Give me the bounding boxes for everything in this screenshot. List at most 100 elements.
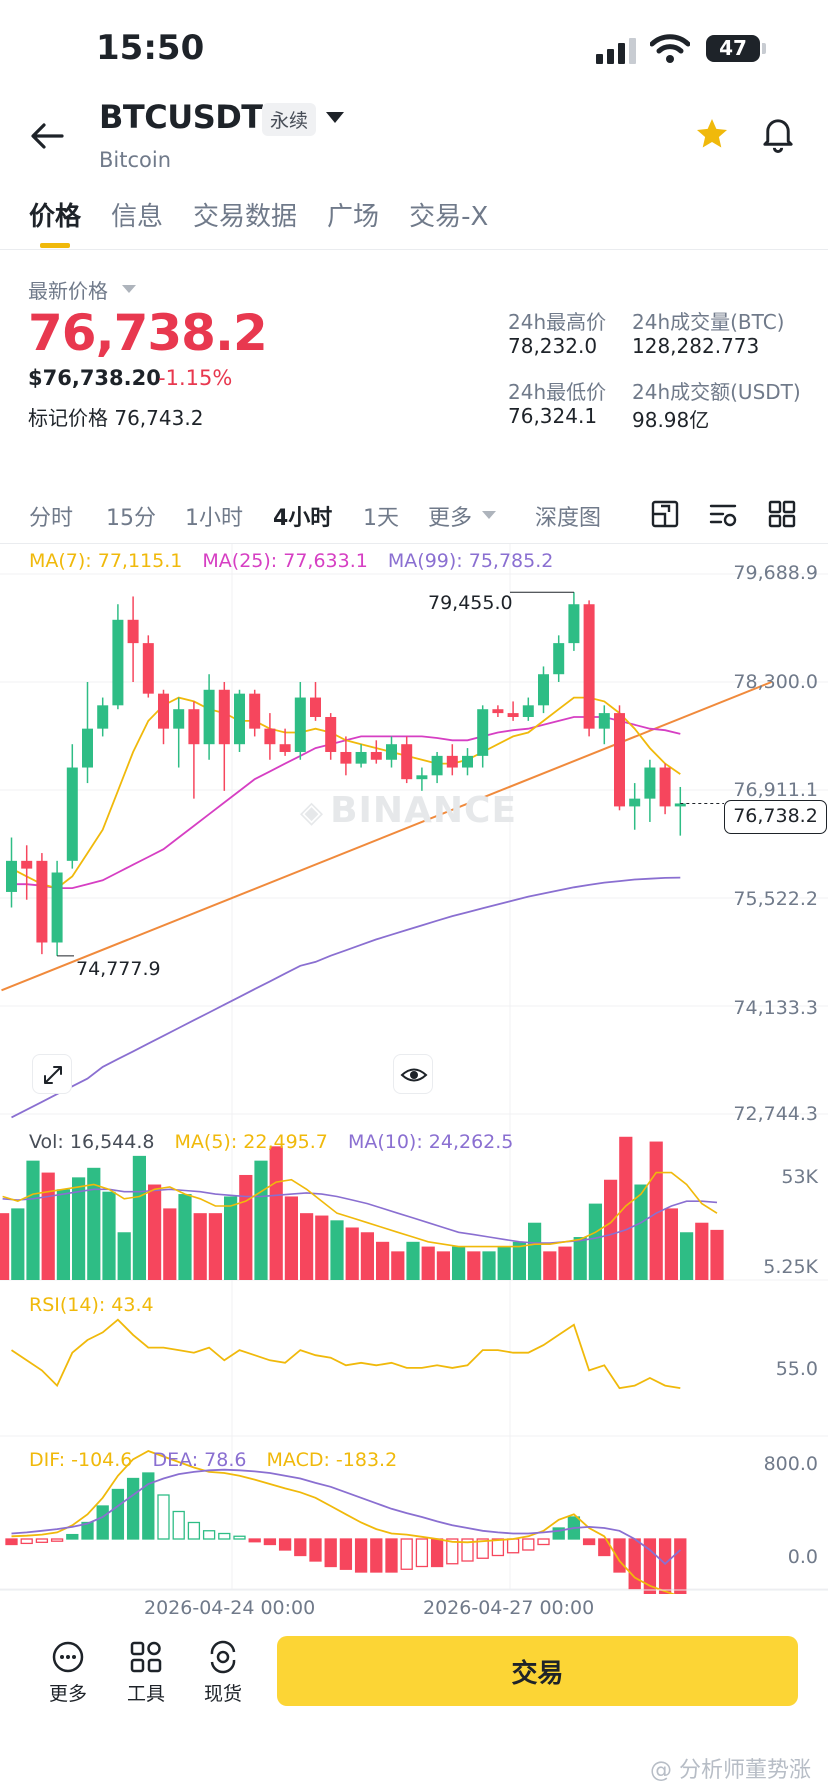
tab-square[interactable]: 广场: [327, 202, 380, 232]
candle-body: [462, 755, 473, 768]
stat-vol-usdt: 98.98亿: [632, 408, 710, 432]
more-button[interactable]: 更多: [44, 1640, 92, 1706]
volume-bar: [330, 1220, 344, 1280]
more-caret-icon[interactable]: [482, 511, 496, 519]
expand-arrows-icon: [44, 1066, 62, 1084]
bell-icon[interactable]: [760, 115, 796, 153]
interval-time-share[interactable]: 分时: [29, 506, 74, 531]
volume-bar: [391, 1251, 405, 1280]
volume-bar: [239, 1174, 253, 1280]
current-price-tag-value: 76,738.2: [733, 805, 818, 827]
macd-histogram-bar: [218, 1532, 231, 1540]
volume-bar: [269, 1146, 283, 1280]
tab-price[interactable]: 价格: [29, 202, 82, 232]
volume-bar: [558, 1246, 572, 1280]
current-price-tag[interactable]: 76,738.2: [724, 800, 827, 834]
layout-grid-icon[interactable]: [766, 498, 798, 530]
back-arrow-icon[interactable]: [28, 116, 68, 156]
bottom-action-bar: 更多 工具 现货: [0, 1618, 828, 1718]
stat-high-label: 24h最高价: [508, 310, 607, 334]
candle-body: [21, 860, 33, 869]
tab-trade-x[interactable]: 交易-X: [409, 202, 489, 232]
candle-body: [674, 803, 686, 807]
tools-label: 工具: [126, 1683, 165, 1705]
candle-body: [416, 775, 428, 780]
candle-body: [340, 751, 352, 764]
volume-bar: [56, 1189, 70, 1280]
wifi-icon: [650, 34, 690, 63]
candle-body: [644, 767, 656, 799]
macd-histogram-bar: [415, 1538, 429, 1568]
macd-histogram-bar: [233, 1535, 246, 1540]
macd-histogram-bar: [5, 1538, 18, 1546]
interval-divider: [0, 543, 828, 544]
more-dots-icon: [52, 1641, 84, 1673]
macd-histogram-bar: [446, 1538, 459, 1565]
vol-ma10-line: [2, 1188, 718, 1244]
macd-tick: 800.0: [763, 1453, 818, 1475]
interval-1h[interactable]: 1小时: [185, 506, 243, 531]
volume-bar: [664, 1208, 678, 1280]
volume-bar: [300, 1213, 314, 1280]
last-price-caret-icon[interactable]: [122, 285, 136, 293]
low-annotation: 74,777.9: [76, 958, 161, 980]
fullscreen-chart-icon[interactable]: [649, 498, 681, 530]
last-price: 76,738.2: [28, 304, 268, 362]
macd-histogram-bar: [187, 1521, 201, 1540]
candle-body: [310, 697, 321, 717]
symbol-dropdown-icon[interactable]: [326, 112, 344, 123]
vol-tick: 5.25K: [763, 1256, 818, 1278]
stat-vol-btc-label: 24h成交量(BTC): [632, 310, 785, 334]
rsi-line: [10, 1318, 681, 1390]
volume-bar: [72, 1177, 86, 1280]
tools-grid-icon: [130, 1641, 162, 1673]
volume-bar: [482, 1251, 496, 1280]
battery-icon: 47: [706, 35, 760, 62]
depth-chart-tab[interactable]: 深度图: [535, 506, 602, 531]
tab-trading-data[interactable]: 交易数据: [193, 202, 298, 232]
candle-body: [553, 643, 565, 675]
price-tick: 75,522.2: [733, 888, 818, 910]
candle-body: [325, 716, 337, 752]
indicator-settings-icon[interactable]: [707, 498, 739, 530]
spot-swap-icon: [210, 1640, 236, 1674]
candle-body: [203, 689, 215, 745]
macd-histogram-bar: [278, 1538, 292, 1551]
binance-watermark: ◈ BINANCE: [300, 790, 517, 831]
candle-body: [538, 674, 549, 706]
kline-chart[interactable]: [0, 544, 828, 1594]
symbol-title[interactable]: BTCUSDT: [99, 98, 263, 136]
volume-bar: [376, 1241, 390, 1280]
interval-4h[interactable]: 4小时: [273, 506, 333, 531]
mark-price-label: 标记价格: [28, 406, 108, 430]
stat-low: 76,324.1: [508, 404, 598, 428]
interval-15m[interactable]: 15分: [106, 506, 156, 531]
candle-body: [659, 767, 671, 807]
time-tick: 2026-04-27 00:00: [423, 1597, 595, 1619]
trade-button[interactable]: 交易: [277, 1636, 798, 1706]
last-price-label: 最新价格: [28, 279, 108, 303]
macd-histogram-bar: [598, 1538, 611, 1557]
candle-body: [598, 713, 610, 729]
interval-more[interactable]: 更多: [428, 506, 473, 531]
candle-body: [629, 798, 641, 807]
macd-histogram-bar: [248, 1538, 261, 1543]
visibility-toggle-button[interactable]: [393, 1054, 433, 1094]
spot-button[interactable]: 现货: [199, 1640, 247, 1706]
tab-info[interactable]: 信息: [111, 202, 164, 232]
candle-body: [522, 705, 534, 717]
favorite-star-icon[interactable]: [694, 116, 730, 152]
eye-icon: [400, 1068, 428, 1082]
volume-bar: [254, 1160, 268, 1280]
interval-1d[interactable]: 1天: [363, 506, 399, 531]
tools-button[interactable]: 工具: [122, 1640, 170, 1706]
macd-histogram-bar: [552, 1527, 565, 1540]
macd-histogram-bar: [172, 1510, 185, 1540]
expand-chart-button[interactable]: [32, 1054, 72, 1094]
volume-bar: [512, 1241, 526, 1280]
volume-bar: [710, 1229, 724, 1280]
more-label: 更多: [48, 1683, 87, 1705]
usd-price: $76,738.20: [28, 366, 161, 390]
spot-label: 现货: [203, 1683, 242, 1705]
candle-body: [370, 751, 382, 760]
